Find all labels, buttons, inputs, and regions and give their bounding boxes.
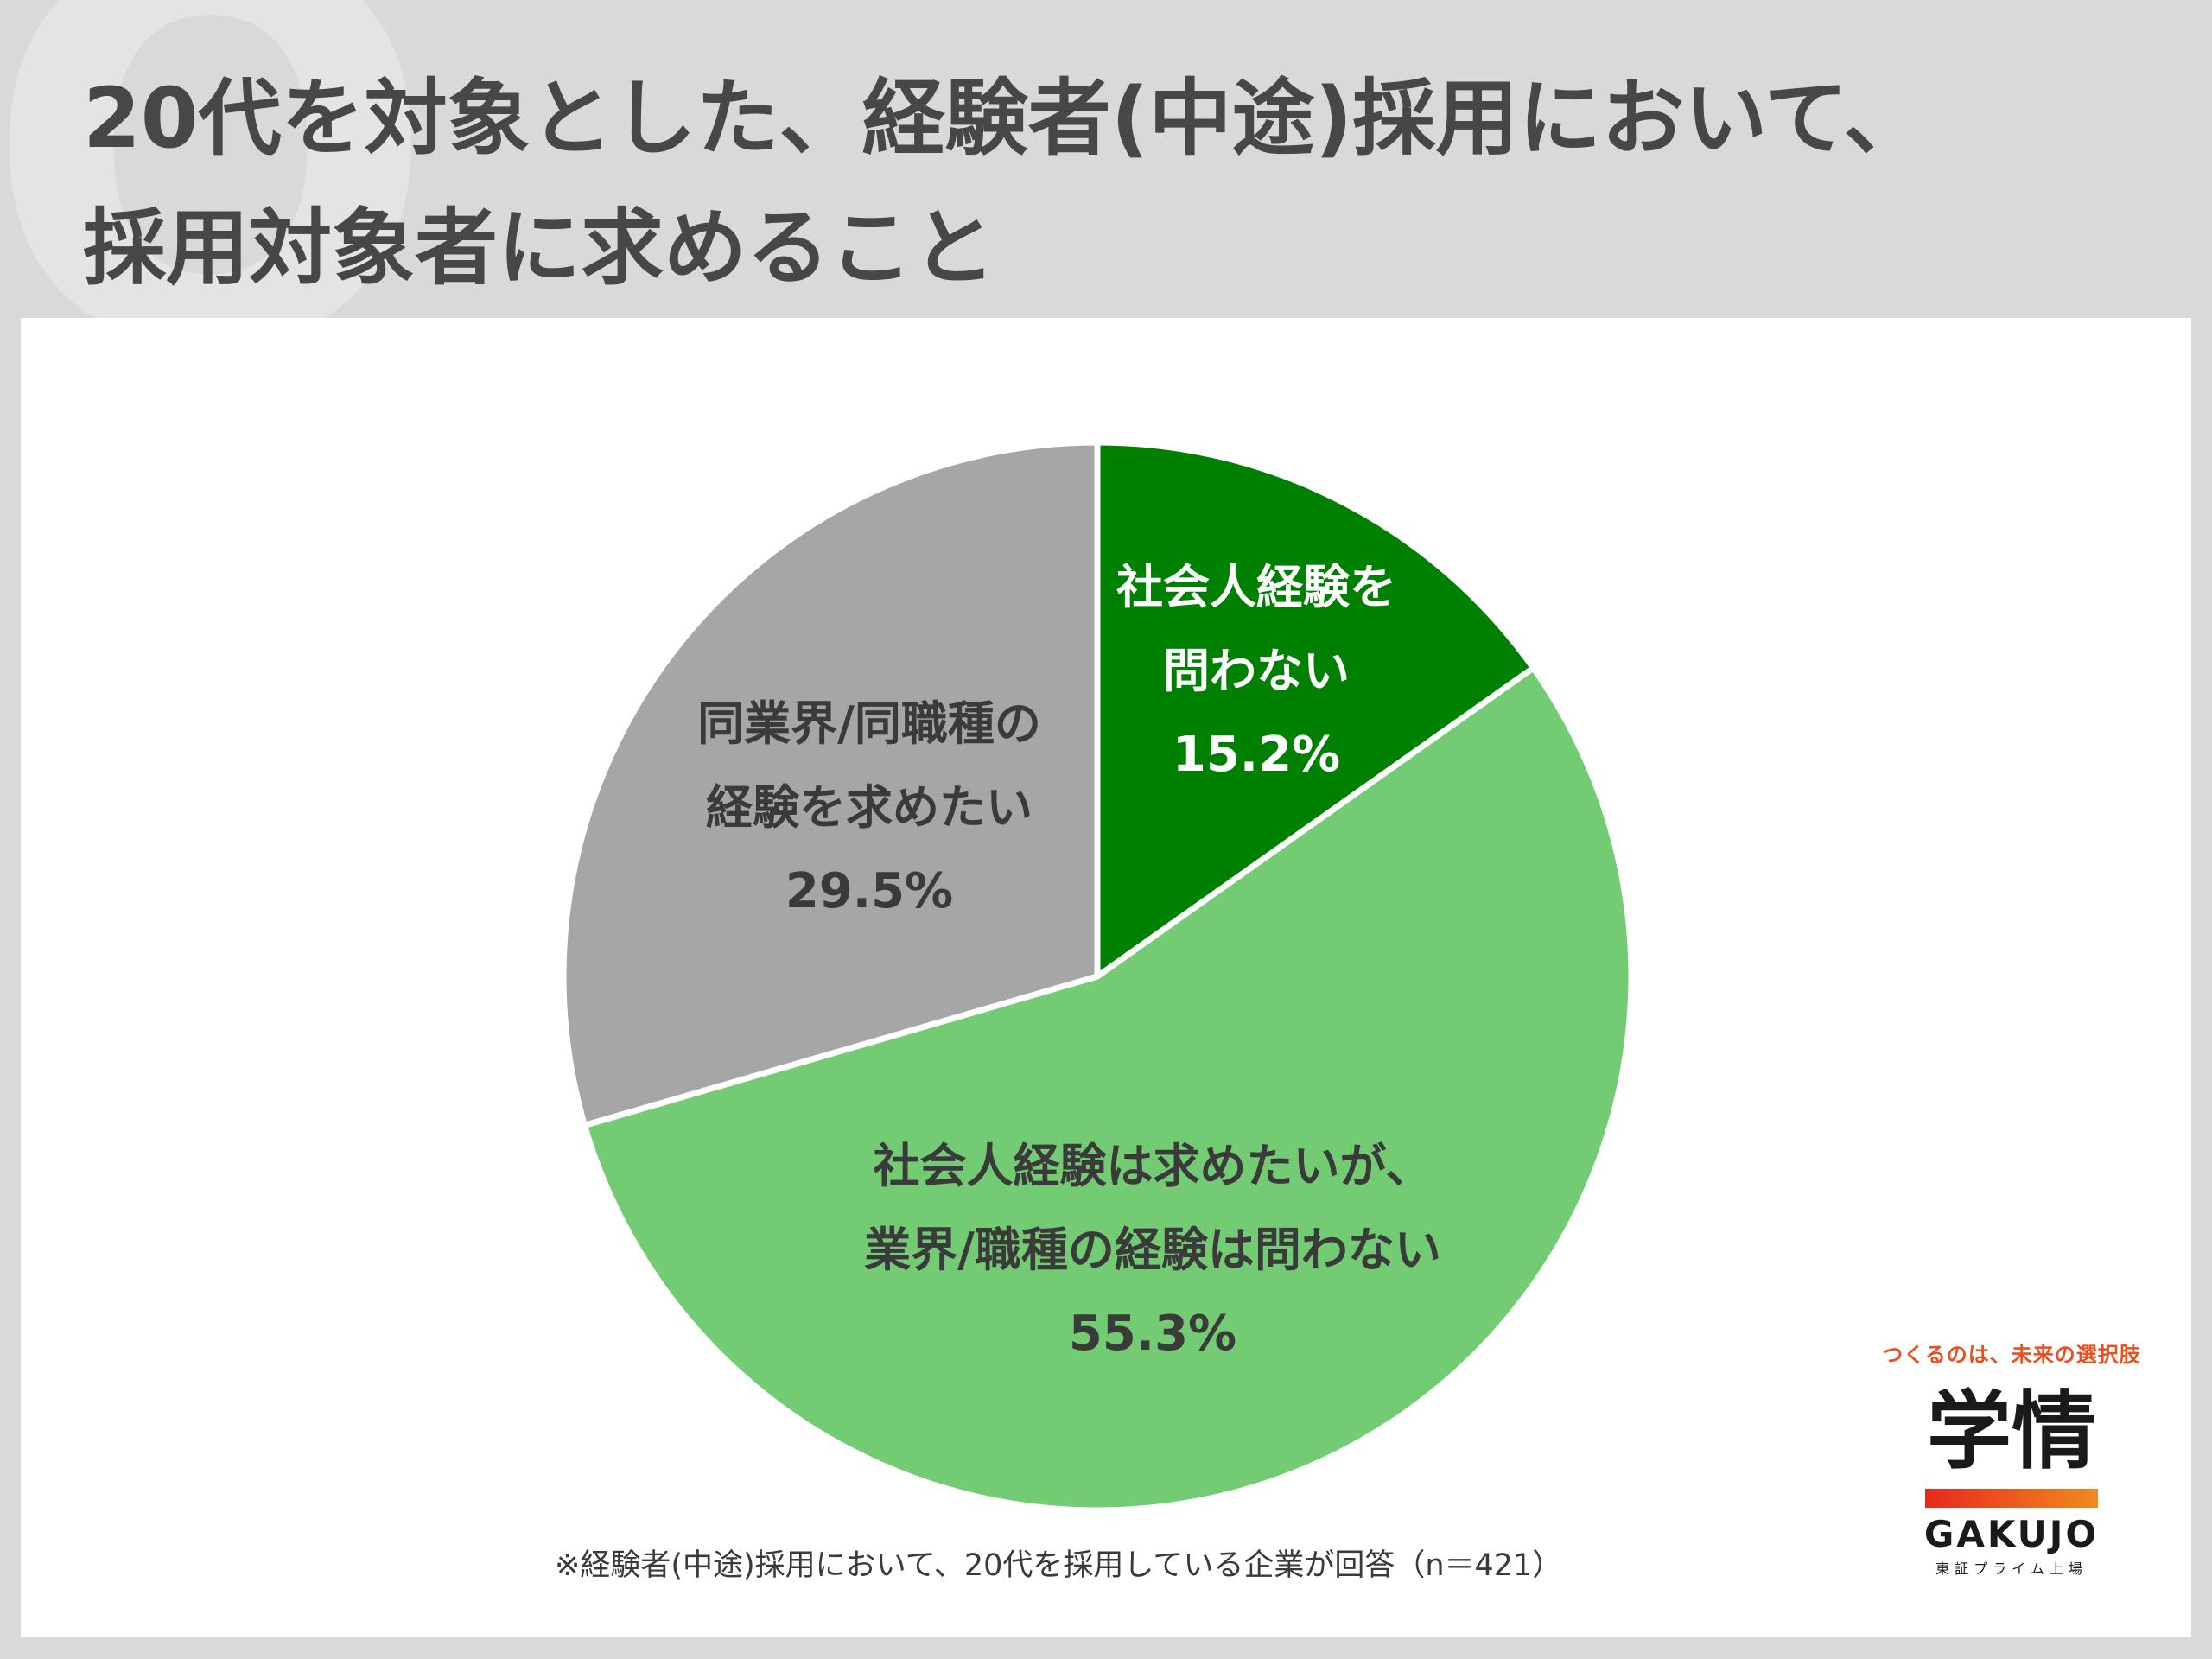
slice-1-label-line-2: 問わない	[1163, 644, 1350, 698]
slice-2-value-label: 55.3%	[1069, 1306, 1236, 1362]
logo-tagline: つくるのは、未来の選択肢	[1882, 1343, 2141, 1367]
title-line-1: 20代を対象とした、経験者(中途)採用において、	[83, 70, 1927, 167]
logo-sub: 東証プライム上場	[1936, 1560, 2088, 1577]
slice-2-label-line-2: 業界/職種の経験は問わない	[864, 1223, 1441, 1277]
logo-name: GAKUJO	[1923, 1513, 2100, 1555]
slice-3-value-label: 29.5%	[785, 863, 953, 919]
chart-panel: 社会人経験を 問わない 15.2% 社会人経験は求めたいが、 業界/職種の経験は問わない…	[21, 318, 2191, 1637]
slice-1-value-label: 15.2%	[1173, 727, 1340, 783]
pie-slice-1	[1094, 439, 1536, 980]
page-title: 20代を対象とした、経験者(中途)採用において、 採用対象者に求めること	[83, 54, 2139, 313]
footnote: ※経験者(中途)採用において、20代を採用している企業が回答（n＝421）	[555, 1548, 1563, 1583]
pie-slice-2	[582, 664, 1635, 1514]
slice-2-label-line-1: 社会人経験は求めたいが、	[874, 1139, 1433, 1193]
slice-3-label-line-2: 経験を求めたい	[706, 780, 1033, 835]
slice-1-label-line-1: 社会人経験を	[1116, 560, 1396, 614]
logo-mark: 学情	[1926, 1382, 2096, 1481]
slice-3-label-line-1: 同業界/同職種の	[697, 696, 1041, 751]
gakujo-logo: つくるのは、未来の選択肢 学情 GAKUJO 東証プライム上場	[1873, 1338, 2150, 1597]
title-line-2: 採用対象者に求めること	[83, 200, 995, 296]
logo-bar	[1925, 1489, 2098, 1508]
pie-slice-3	[560, 439, 1101, 1128]
